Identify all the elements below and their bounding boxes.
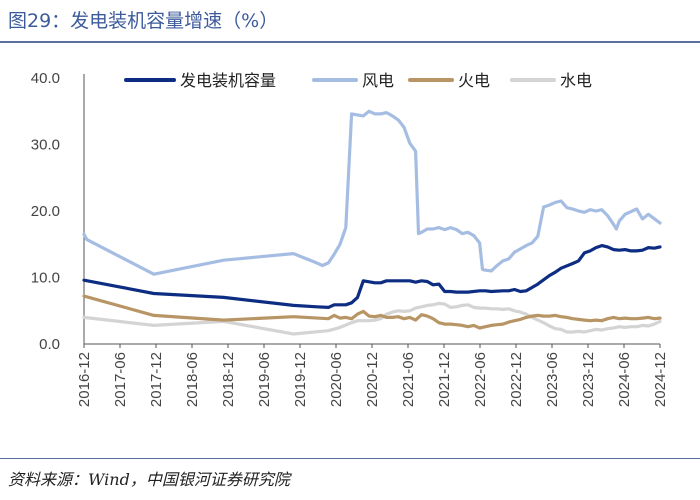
series-line-0 [82,244,662,309]
y-axis-ticks: 40.0 30.0 20.0 10.0 0.0 [31,70,60,353]
x-tick-label: 2017-06 [112,352,129,407]
legend-label: 水电 [560,71,592,90]
x-tick-label: 2017-12 [148,352,165,407]
x-tick-label: 2020-06 [328,352,345,407]
line-chart: 40.0 30.0 20.0 10.0 0.0 2016-12 2017-06 2017-1… [31,70,669,407]
y-tick-label: 20.0 [31,203,60,220]
x-tick-label: 2019-06 [256,352,273,407]
figure-title: 图29：发电装机容量增速（%） [8,10,279,32]
y-tick-label: 30.0 [31,137,60,154]
legend: 发电装机容量 风电 火电 水电 [124,71,592,90]
x-tick-label: 2020-12 [364,352,381,407]
x-tick-label: 2016-12 [76,352,93,407]
x-axis-ticks: 2016-12 2017-06 2017-12 2018-06 2018-12 2019-… [76,344,669,407]
x-tick-label: 2018-06 [184,352,201,407]
y-tick-label: 10.0 [31,270,60,287]
legend-label: 风电 [362,71,394,90]
source-note: 资料来源：Wind，中国银河证券研究院 [8,470,290,489]
series-lines [82,109,662,336]
x-tick-label: 2024-06 [616,352,633,407]
x-tick-label: 2023-12 [580,352,597,407]
series-line-3 [82,301,662,336]
y-tick-label: 0.0 [39,336,60,353]
x-tick-label: 2022-06 [472,352,489,407]
legend-label: 发电装机容量 [180,71,276,90]
x-tick-label: 2021-06 [400,352,417,407]
title-rule [0,41,700,43]
series-line-2 [82,294,662,330]
x-tick-label: 2022-12 [508,352,525,407]
series-line-1 [82,109,662,276]
source-rule [0,458,700,459]
x-tick-label: 2019-12 [292,352,309,407]
x-tick-label: 2024-12 [652,352,669,407]
y-tick-label: 40.0 [31,70,60,87]
x-tick-label: 2023-06 [544,352,561,407]
x-tick-label: 2021-12 [436,352,453,407]
x-tick-label: 2018-12 [220,352,237,407]
legend-label: 火电 [458,71,490,90]
